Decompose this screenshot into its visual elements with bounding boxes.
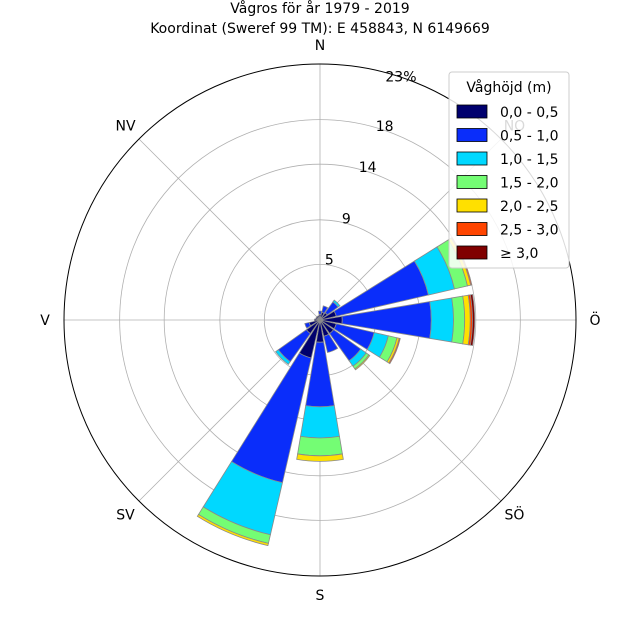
legend-swatch xyxy=(456,245,488,260)
rose-bar-segment xyxy=(318,310,322,315)
legend-entry-label: 0,0 - 0,5 xyxy=(500,105,558,121)
grid-ring xyxy=(163,163,477,477)
legend-entry-label: ≥ 3,0 xyxy=(500,246,538,262)
legend-entry-label: 2,0 - 2,5 xyxy=(500,199,558,215)
rose-bar-segment xyxy=(300,405,340,439)
legend-frame xyxy=(448,71,570,269)
rose-bar-segment xyxy=(321,305,329,314)
legend-entries: 0,0 - 0,5 0,5 - 1,0 1,0 - 1,5 1,5 - 2,0 2,0 … xyxy=(456,104,558,262)
legend-entry-label: 1,5 - 2,0 xyxy=(500,176,558,192)
rose-bar-segment xyxy=(304,322,312,329)
direction-label: S xyxy=(316,588,325,604)
rose-bar-segment xyxy=(196,513,269,547)
grid-ring xyxy=(119,119,521,521)
legend-swatch xyxy=(456,128,488,142)
legend-swatch xyxy=(456,151,488,166)
rose-bar-segment xyxy=(332,299,341,308)
direction-label: Ö xyxy=(589,311,600,329)
chart-title-line1: Vågros för år 1979 - 2019 xyxy=(230,0,409,17)
radial-tick-label: 5 xyxy=(325,253,334,269)
legend: Våghöjd (m) 0,0 - 0,5 0,5 - 1,0 1,0 - 1,5 1… xyxy=(448,71,570,269)
direction-label: SV xyxy=(116,507,135,523)
rose-bar-segment xyxy=(388,337,401,365)
legend-entry-label: 1,0 - 1,5 xyxy=(500,152,558,168)
legend-swatch xyxy=(456,198,488,213)
chart-title-line2: Koordinat (Sweref 99 TM): E 458843, N 61… xyxy=(150,21,490,37)
radial-tick-label: 9 xyxy=(342,211,351,227)
polar-frame xyxy=(63,63,577,577)
legend-swatch xyxy=(456,222,488,236)
legend-entry-label: 0,5 - 1,0 xyxy=(500,129,558,145)
radial-max-label: 23% xyxy=(385,69,416,85)
rose-bar-segment xyxy=(354,354,371,371)
direction-label: V xyxy=(40,313,50,329)
polar-bars xyxy=(196,236,476,547)
radial-tick-label: 18 xyxy=(376,119,394,135)
legend-swatch xyxy=(456,104,488,119)
direction-label: N xyxy=(315,38,325,54)
rose-bar-segment xyxy=(429,297,454,343)
direction-label: NV xyxy=(116,119,136,135)
rose-bar-segment xyxy=(296,453,344,462)
rose-bar-segment xyxy=(275,349,291,365)
rose-bar-segment xyxy=(297,435,343,457)
legend-title: Våghöjd (m) xyxy=(466,79,551,96)
rose-bar-segment xyxy=(469,294,476,346)
grid-spoke xyxy=(138,138,321,321)
radial-tick-label: 14 xyxy=(359,160,377,176)
rose-bar-segment xyxy=(317,315,321,321)
direction-label: SÖ xyxy=(505,505,525,523)
rose-bar-segment xyxy=(451,295,466,345)
rose-bar-segment xyxy=(323,333,339,354)
legend-entry-label: 2,5 - 3,0 xyxy=(500,223,558,239)
legend-swatch xyxy=(456,175,488,189)
rose-bar-segment xyxy=(314,318,321,322)
